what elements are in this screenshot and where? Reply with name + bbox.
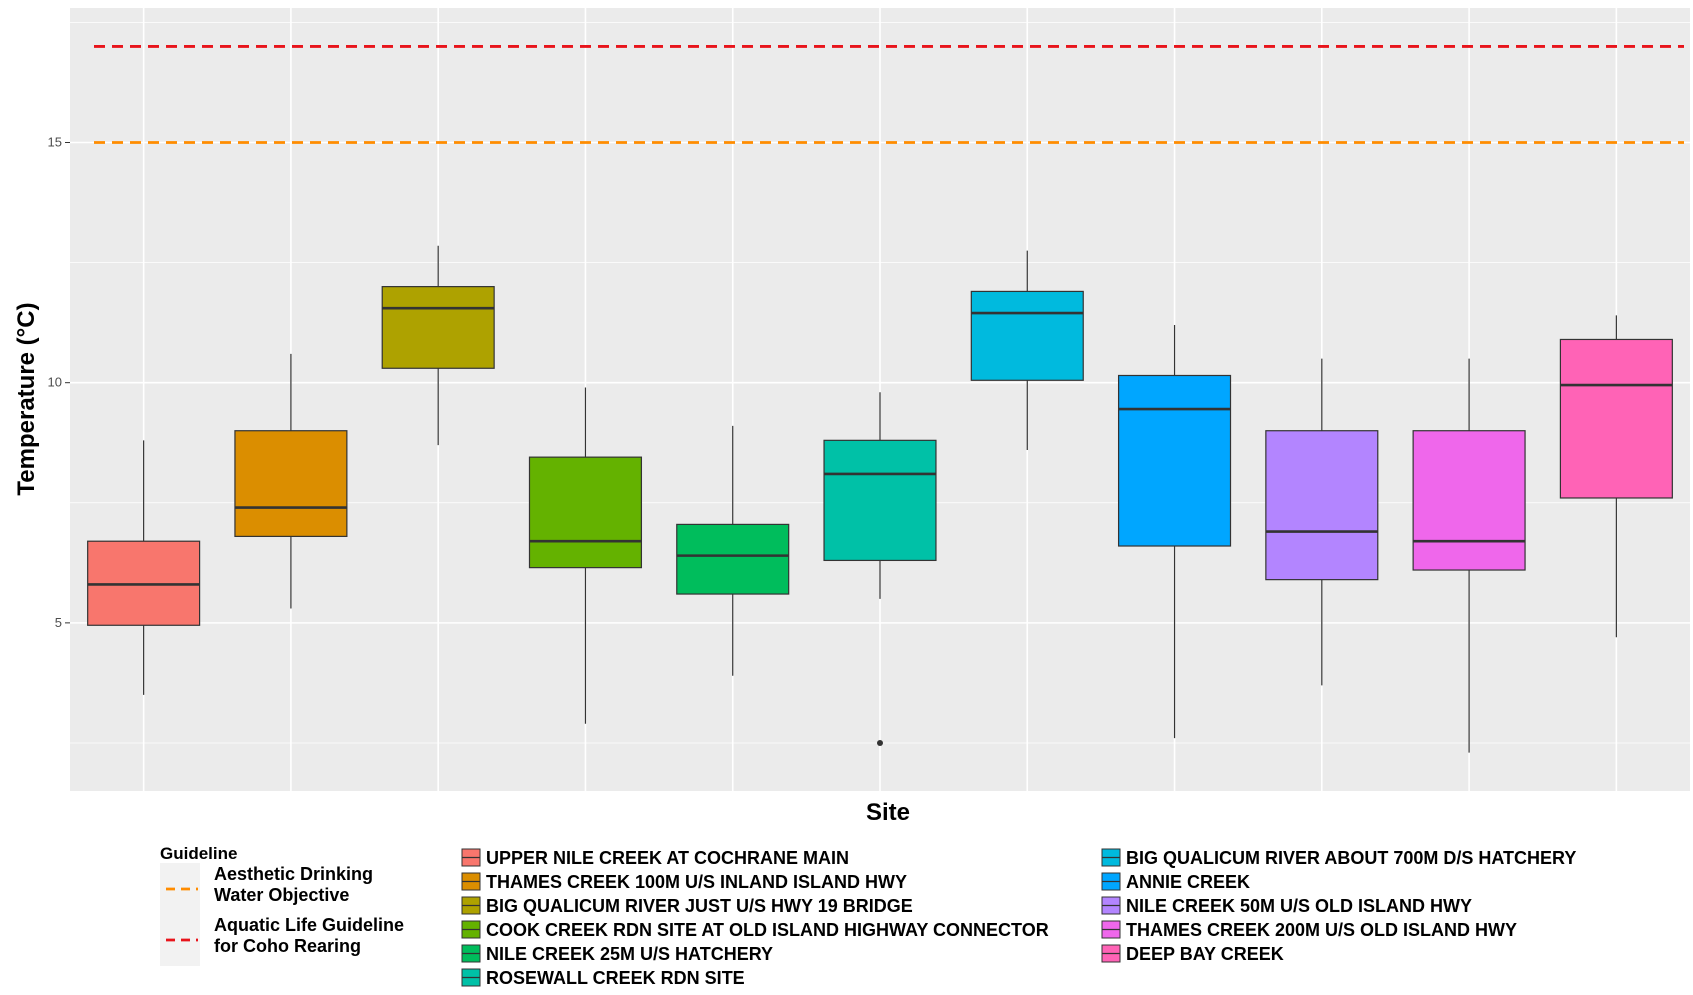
legend-label: ANNIE CREEK [1126,872,1250,892]
x-axis-title: Site [866,799,910,826]
legend-label: ROSEWALL CREEK RDN SITE [486,968,745,988]
box [676,523,790,595]
guideline-lines [94,45,1684,144]
box [970,290,1084,381]
box [1117,374,1232,547]
guideline-label: for Coho Rearing [214,936,361,956]
legend-label: BIG QUALICUM RIVER JUST U/S HWY 19 BRIDG… [486,896,913,916]
box [823,439,937,562]
box [1412,430,1526,571]
site-legend: UPPER NILE CREEK AT COCHRANE MAIN THAMES … [461,848,1576,988]
guideline-legend-title: Guideline [160,844,237,863]
guideline-label: Aquatic Life Guideline [214,915,404,935]
legend-label: NILE CREEK 50M U/S OLD ISLAND HWY [1126,896,1472,916]
y-tick-label: 15 [48,135,62,150]
legend-label: THAMES CREEK 100M U/S INLAND ISLAND HWY [486,872,907,892]
box [528,456,643,569]
y-axis-ticks: 5 10 15 [48,135,70,630]
legend-label: THAMES CREEK 200M U/S OLD ISLAND HWY [1126,920,1517,940]
legend-label: UPPER NILE CREEK AT COCHRANE MAIN [486,848,849,868]
box [1559,338,1673,499]
outlier-point [877,739,883,746]
legend-label: COOK CREEK RDN SITE AT OLD ISLAND HIGHWA… [486,920,1049,940]
legend-label: BIG QUALICUM RIVER ABOUT 700M D/S HATCHE… [1126,848,1576,868]
guideline-legend: Guideline Aesthetic Drinking Water Objec… [160,844,404,966]
y-axis-title: Temperature (°C) [13,302,40,495]
guideline-label: Water Objective [214,885,349,905]
legend-label: NILE CREEK 25M U/S HATCHERY [486,944,773,964]
boxes [87,245,1673,753]
box [381,286,495,369]
legend-label: DEEP BAY CREEK [1126,944,1284,964]
box [234,430,348,538]
guideline-label: Aesthetic Drinking [214,864,373,884]
box [1265,430,1379,581]
y-tick-label: 10 [48,375,62,390]
y-tick-label: 5 [55,615,62,630]
